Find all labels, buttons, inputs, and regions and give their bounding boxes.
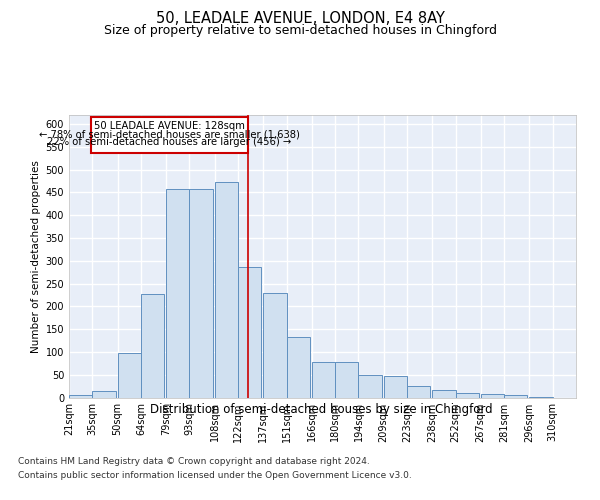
Bar — [215, 182, 238, 398]
Bar — [481, 394, 504, 398]
Text: 50, LEADALE AVENUE, LONDON, E4 8AY: 50, LEADALE AVENUE, LONDON, E4 8AY — [155, 11, 445, 26]
Text: ← 78% of semi-detached houses are smaller (1,638): ← 78% of semi-detached houses are smalle… — [39, 129, 300, 139]
Y-axis label: Number of semi-detached properties: Number of semi-detached properties — [31, 160, 41, 352]
Bar — [407, 386, 430, 398]
Text: Distribution of semi-detached houses by size in Chingford: Distribution of semi-detached houses by … — [149, 402, 493, 415]
Bar — [455, 393, 479, 398]
Bar — [504, 395, 527, 398]
Bar — [238, 266, 262, 398]
Text: 22% of semi-detached houses are larger (456) →: 22% of semi-detached houses are larger (… — [47, 138, 292, 147]
Text: Contains public sector information licensed under the Open Government Licence v3: Contains public sector information licen… — [18, 471, 412, 480]
Bar — [529, 396, 553, 398]
Text: Size of property relative to semi-detached houses in Chingford: Size of property relative to semi-detach… — [104, 24, 497, 37]
Bar — [92, 390, 116, 398]
Bar — [335, 362, 358, 398]
Bar — [311, 362, 335, 398]
Bar — [69, 395, 92, 398]
Bar — [383, 376, 407, 398]
Bar — [190, 190, 213, 398]
Bar — [358, 374, 382, 398]
Bar — [118, 354, 141, 398]
Bar — [432, 390, 455, 398]
Bar — [287, 338, 310, 398]
Bar — [263, 292, 287, 398]
Bar — [166, 189, 190, 398]
Bar — [141, 294, 164, 398]
Text: Contains HM Land Registry data © Crown copyright and database right 2024.: Contains HM Land Registry data © Crown c… — [18, 457, 370, 466]
FancyBboxPatch shape — [91, 118, 248, 153]
Text: 50 LEADALE AVENUE: 128sqm: 50 LEADALE AVENUE: 128sqm — [94, 121, 245, 131]
